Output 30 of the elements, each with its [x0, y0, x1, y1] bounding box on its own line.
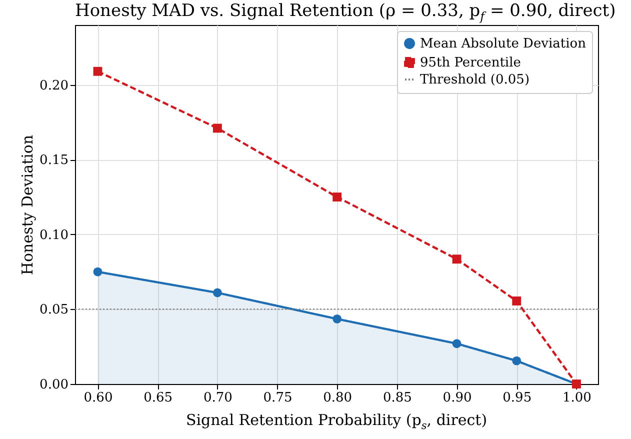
y-tick-label: 0.00 — [40, 378, 68, 392]
x-tick-label: 0.95 — [502, 390, 532, 406]
point — [212, 124, 222, 133]
x-tick-label: 0.65 — [144, 390, 173, 406]
x-tick-label: 0.85 — [382, 390, 412, 406]
point — [512, 356, 522, 366]
y-tick-label: 0.05 — [40, 302, 68, 318]
point — [452, 254, 462, 264]
x-tick-label: 1.00 — [562, 390, 592, 406]
legend-label: Threshold (0.05) — [420, 72, 530, 88]
x-tick-label: 0.80 — [323, 390, 352, 406]
point — [332, 192, 342, 202]
point — [212, 288, 222, 298]
legend-label: 95th Percentile — [420, 56, 522, 70]
chart-title: Honesty MAD vs. Signal Retention (ρ = 0.33, p$_{f}$ = 0.90, direct) — [75, 1, 616, 24]
x-tick-label: 0.60 — [84, 390, 113, 406]
point — [332, 314, 342, 324]
legend-label: Mean Absolute Deviation — [420, 36, 587, 52]
y-axis-title: Honesty Deviation — [18, 134, 37, 276]
x-tick-label: 0.90 — [442, 390, 472, 406]
y-tick-label: 0.20 — [40, 78, 68, 94]
y-tick-label: 0.15 — [40, 153, 68, 168]
y-tick-label: 0.10 — [40, 228, 68, 243]
point — [93, 267, 102, 276]
x-tick-label: 0.70 — [203, 390, 232, 406]
x-tick-label: 0.75 — [263, 390, 292, 406]
point — [512, 296, 522, 306]
point — [93, 66, 102, 76]
point — [452, 339, 462, 348]
x-axis-title: Signal Retention Probability (p$_{s}$, direct) — [184, 411, 488, 432]
